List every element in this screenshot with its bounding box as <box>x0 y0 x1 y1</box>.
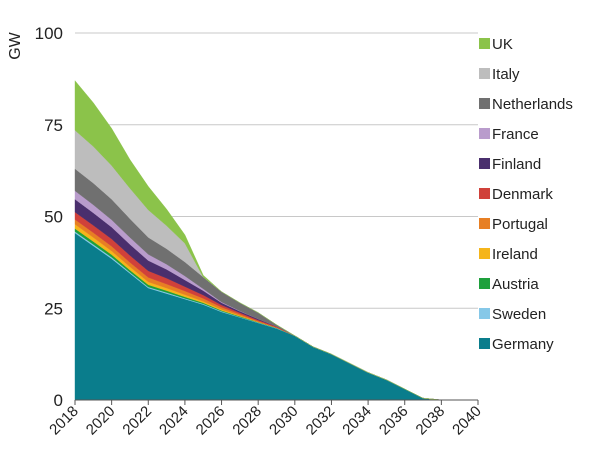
x-tick-label: 2032 <box>303 403 339 439</box>
x-tick-label: 2038 <box>413 403 449 439</box>
legend-swatch <box>479 338 490 349</box>
legend-swatch <box>479 218 490 229</box>
legend-item-germany: Germany <box>479 336 554 353</box>
x-tick-label: 2030 <box>266 403 302 439</box>
legend-item-italy: Italy <box>479 66 520 83</box>
legend-item-ireland: Ireland <box>479 246 538 263</box>
legend-label: Denmark <box>492 186 553 203</box>
x-tick-label: 2020 <box>83 403 119 439</box>
y-tick-label: 75 <box>44 116 63 135</box>
legend-item-sweden: Sweden <box>479 306 546 323</box>
y-tick-label: 25 <box>44 299 63 318</box>
legend-swatch <box>479 38 490 49</box>
legend-label: Portugal <box>492 216 548 233</box>
legend-label: Austria <box>492 276 539 293</box>
area-series-layer <box>74 80 478 401</box>
legend-swatch <box>479 98 490 109</box>
x-tick-label: 2024 <box>156 403 192 439</box>
legend-swatch <box>479 128 490 139</box>
legend-item-uk: UK <box>479 36 513 53</box>
legend-item-austria: Austria <box>479 276 539 293</box>
legend-item-france: France <box>479 126 539 143</box>
legend-item-portugal: Portugal <box>479 216 548 233</box>
legend-item-denmark: Denmark <box>479 186 553 203</box>
legend-label: Sweden <box>492 306 546 323</box>
y-tick-label: 0 <box>54 391 63 410</box>
legend-label: Netherlands <box>492 96 573 113</box>
x-tick-label: 2040 <box>449 403 485 439</box>
legend-swatch <box>479 188 490 199</box>
legend-label: France <box>492 126 539 143</box>
legend-swatch <box>479 248 490 259</box>
legend-label: UK <box>492 36 513 53</box>
x-tick-label: 2036 <box>376 403 412 439</box>
legend-swatch <box>479 158 490 169</box>
legend-swatch <box>479 278 490 289</box>
x-tick-label: 2028 <box>229 403 265 439</box>
legend-label: Germany <box>492 336 554 353</box>
x-tick-label: 2034 <box>339 403 375 439</box>
legend-swatch <box>479 308 490 319</box>
y-axis-label: GW <box>7 31 24 59</box>
legend-item-netherlands: Netherlands <box>479 96 573 113</box>
legend-label: Finland <box>492 156 541 173</box>
legend-label: Italy <box>492 66 520 83</box>
legend: UK Italy Netherlands France Finland Denmark Po… <box>479 36 573 353</box>
x-tick-label: 2022 <box>119 403 155 439</box>
legend-item-finland: Finland <box>479 156 541 173</box>
y-tick-label: 100 <box>35 24 63 43</box>
legend-label: Ireland <box>492 246 538 263</box>
x-tick-label: 2018 <box>46 403 82 439</box>
x-tick-label: 2026 <box>193 403 229 439</box>
legend-swatch <box>479 68 490 79</box>
y-tick-label: 50 <box>44 208 63 227</box>
